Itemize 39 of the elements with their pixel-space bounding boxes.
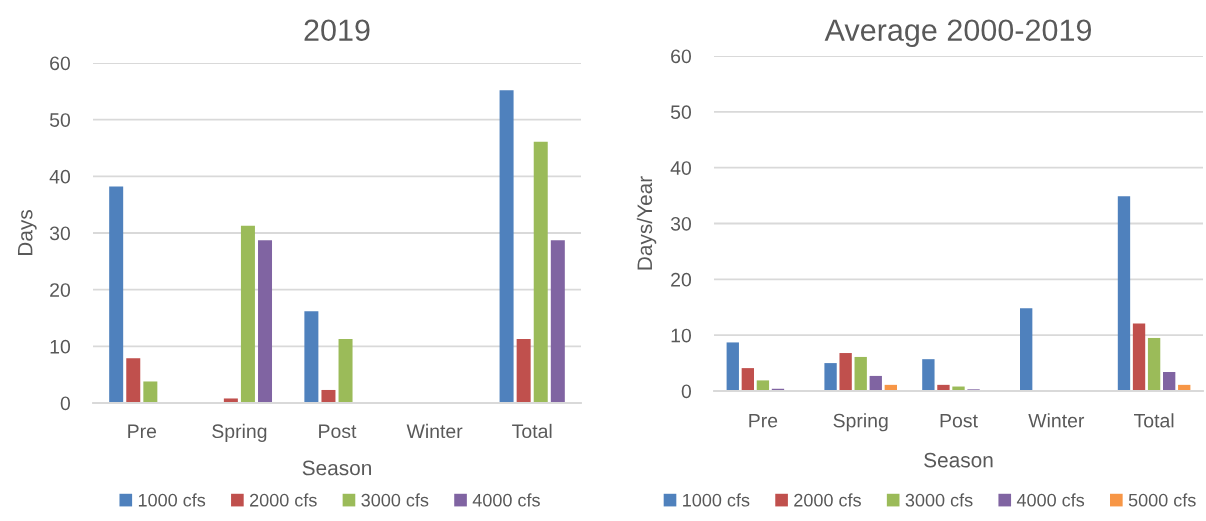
legend-label: 4000 cfs [472, 493, 540, 507]
x-axis-title: Season [302, 460, 371, 476]
x-tick-label: Total [512, 423, 552, 439]
x-axis-title: Season [924, 452, 993, 468]
y-tick-label: 40 [670, 161, 692, 175]
legend-label: 1000 cfs [138, 493, 206, 507]
y-tick-label: 20 [50, 283, 71, 297]
x-tick-label: Spring [212, 423, 267, 442]
x-tick-label: Winter [1028, 413, 1085, 428]
y-tick-label: 60 [671, 49, 692, 64]
y-tick-label: 30 [49, 226, 71, 241]
y-tick-label: 20 [671, 272, 692, 287]
legend-label: 5000 cfs [1128, 493, 1196, 507]
x-tick-label: Total [1134, 413, 1174, 428]
y-axis-title: Days [18, 210, 37, 256]
legend-label: 4000 cfs [1016, 493, 1085, 507]
y-axis-title: Days/Year [636, 176, 657, 270]
y-tick-label: 60 [50, 56, 71, 71]
y-tick-label: 40 [49, 169, 71, 184]
y-tick-label: 50 [670, 105, 692, 120]
x-tick-label: Winter [406, 423, 463, 439]
x-tick-label: Post [940, 413, 978, 428]
y-tick-label: 50 [49, 113, 71, 127]
chart-title: 2019 [304, 19, 370, 42]
y-tick-label: 10 [50, 339, 71, 354]
y-tick-label: 0 [60, 396, 71, 411]
chart-title: Average 2000-2019 [824, 19, 1092, 48]
y-tick-label: 30 [670, 216, 692, 231]
x-tick-label: Spring [833, 413, 888, 432]
x-tick-label: Pre [749, 413, 778, 428]
y-tick-label: 0 [681, 384, 692, 399]
legend-label: 2000 cfs [250, 493, 317, 507]
legend-label: 3000 cfs [905, 493, 973, 507]
legend-label: 3000 cfs [361, 493, 429, 507]
x-tick-label: Pre [128, 424, 157, 439]
legend-label: 1000 cfs [683, 493, 750, 507]
y-tick-label: 10 [671, 328, 692, 343]
x-tick-label: Post [319, 424, 357, 439]
legend-label: 2000 cfs [794, 493, 861, 507]
